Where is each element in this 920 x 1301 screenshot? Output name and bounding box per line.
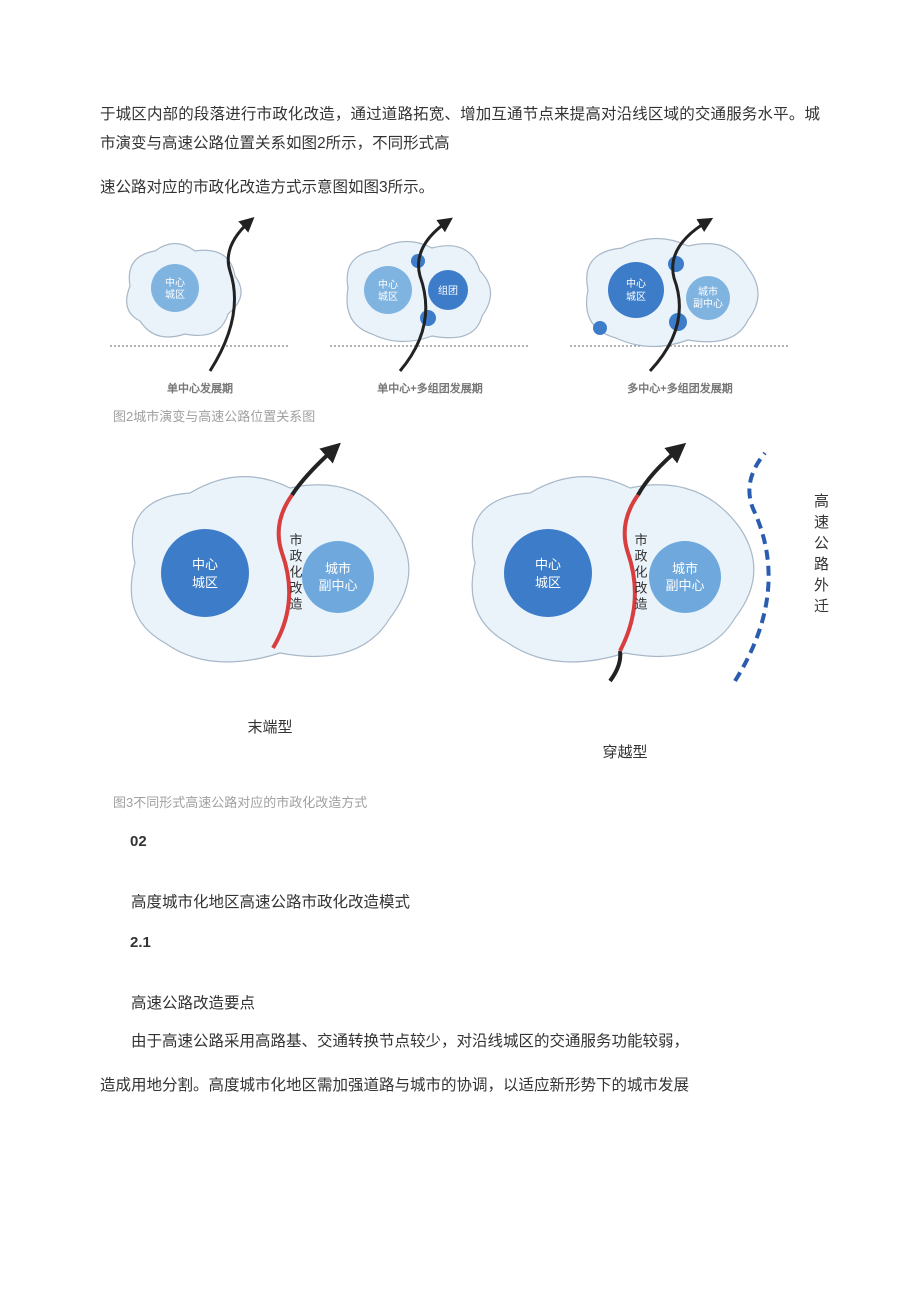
fig3-panel-end: 中心 城区 城市 副中心 市政化改造 末端型	[100, 443, 440, 737]
fig3-panel-through-wrap: 中心 城区 城市 副中心 市政化改造	[440, 443, 831, 737]
node-sub-l1: 城市	[698, 285, 718, 298]
node-sub-l2: 副中心	[318, 578, 357, 593]
node-center-l2: 城区	[378, 291, 398, 303]
node-center	[608, 262, 664, 318]
node-sub-l1: 城市	[325, 561, 351, 576]
figure-3-caption: 图3不同形式高速公路对应的市政化改造方式	[100, 792, 820, 811]
node-center-l1: 中心	[535, 557, 561, 572]
municipal-label: 市政化改造	[288, 533, 303, 614]
node-center-label-2: 城区	[165, 289, 185, 301]
fig2-panel-1-label: 单中心发展期	[100, 380, 300, 396]
node-subcenter	[649, 541, 721, 613]
figure-2-caption: 图2城市演变与高速公路位置关系图	[100, 406, 820, 425]
node-center-l1: 中心	[192, 557, 218, 572]
section-02-title: 高度城市化地区高速公路市政化改造模式	[100, 890, 820, 912]
section-21-number: 2.1	[100, 934, 820, 951]
node-subcenter	[686, 276, 730, 320]
figure-2: 中心 城区 单中心发展期 中心	[100, 216, 820, 425]
fig3-svg-through: 中心 城区 城市 副中心 市政化改造	[440, 443, 810, 683]
node-sub-l1: 城市	[672, 561, 698, 576]
paragraph-1b: 速公路对应的市政化改造方式示意图如图3所示。	[100, 173, 820, 202]
fig2-svg-1: 中心 城区	[100, 216, 300, 376]
node-center-label-1: 中心	[165, 276, 185, 289]
paragraph-last-2: 造成用地分割。高度城市化地区需加强道路与城市的协调，以适应新形势下的城市发展	[100, 1071, 820, 1100]
small-dot	[420, 310, 436, 326]
small-dot	[593, 321, 607, 335]
node-sub-l2: 副中心	[693, 297, 723, 310]
node-center-l1: 中心	[378, 278, 398, 291]
node-center	[504, 529, 592, 617]
figure-3: 中心 城区 城市 副中心 市政化改造 末端型	[100, 443, 820, 811]
fig2-panel-2: 中心 城区 组团 单中心+多组团发展期	[320, 216, 540, 396]
fig2-svg-3: 中心 城区 城市 副中心	[560, 216, 800, 376]
paragraph-last-1: 由于高速公路采用高路基、交通转换节点较少，对沿线城区的交通服务功能较弱，	[100, 1027, 820, 1056]
figure-3-panels: 中心 城区 城市 副中心 市政化改造 末端型	[100, 443, 820, 737]
small-dot	[668, 256, 684, 272]
section-02-number: 02	[100, 833, 820, 850]
node-center	[161, 529, 249, 617]
fig2-panel-2-label: 单中心+多组团发展期	[320, 380, 540, 396]
figure-2-panels: 中心 城区 单中心发展期 中心	[100, 216, 820, 396]
node-center-l2: 城区	[626, 291, 646, 303]
municipal-label: 市政化改造	[633, 533, 648, 614]
paragraph-1a: 于城区内部的段落进行市政化改造，通过道路拓宽、增加互通节点来提高对沿线区域的交通…	[100, 100, 820, 159]
fig2-panel-3-label: 多中心+多组团发展期	[560, 380, 800, 396]
document-page: 于城区内部的段落进行市政化改造，通过道路拓宽、增加互通节点来提高对沿线区域的交通…	[0, 0, 920, 1174]
node-center-l1: 中心	[626, 277, 646, 290]
node-subcenter	[302, 541, 374, 613]
fig2-svg-2: 中心 城区 组团	[320, 216, 540, 376]
section-21-title: 高速公路改造要点	[100, 991, 820, 1013]
node-center-l2: 城区	[535, 575, 561, 590]
relocate-label: 高速公路外迁	[810, 493, 831, 619]
fig3-svg-end: 中心 城区 城市 副中心 市政化改造	[100, 443, 440, 683]
fig2-panel-3: 中心 城区 城市 副中心 多中心+多组团发展期	[560, 216, 800, 396]
fig3-panel-through-label: 穿越型	[440, 741, 810, 762]
node-cluster-label: 组团	[438, 284, 458, 297]
node-center-l2: 城区	[192, 575, 218, 590]
node-sub-l2: 副中心	[665, 578, 704, 593]
fig2-panel-1: 中心 城区 单中心发展期	[100, 216, 300, 396]
